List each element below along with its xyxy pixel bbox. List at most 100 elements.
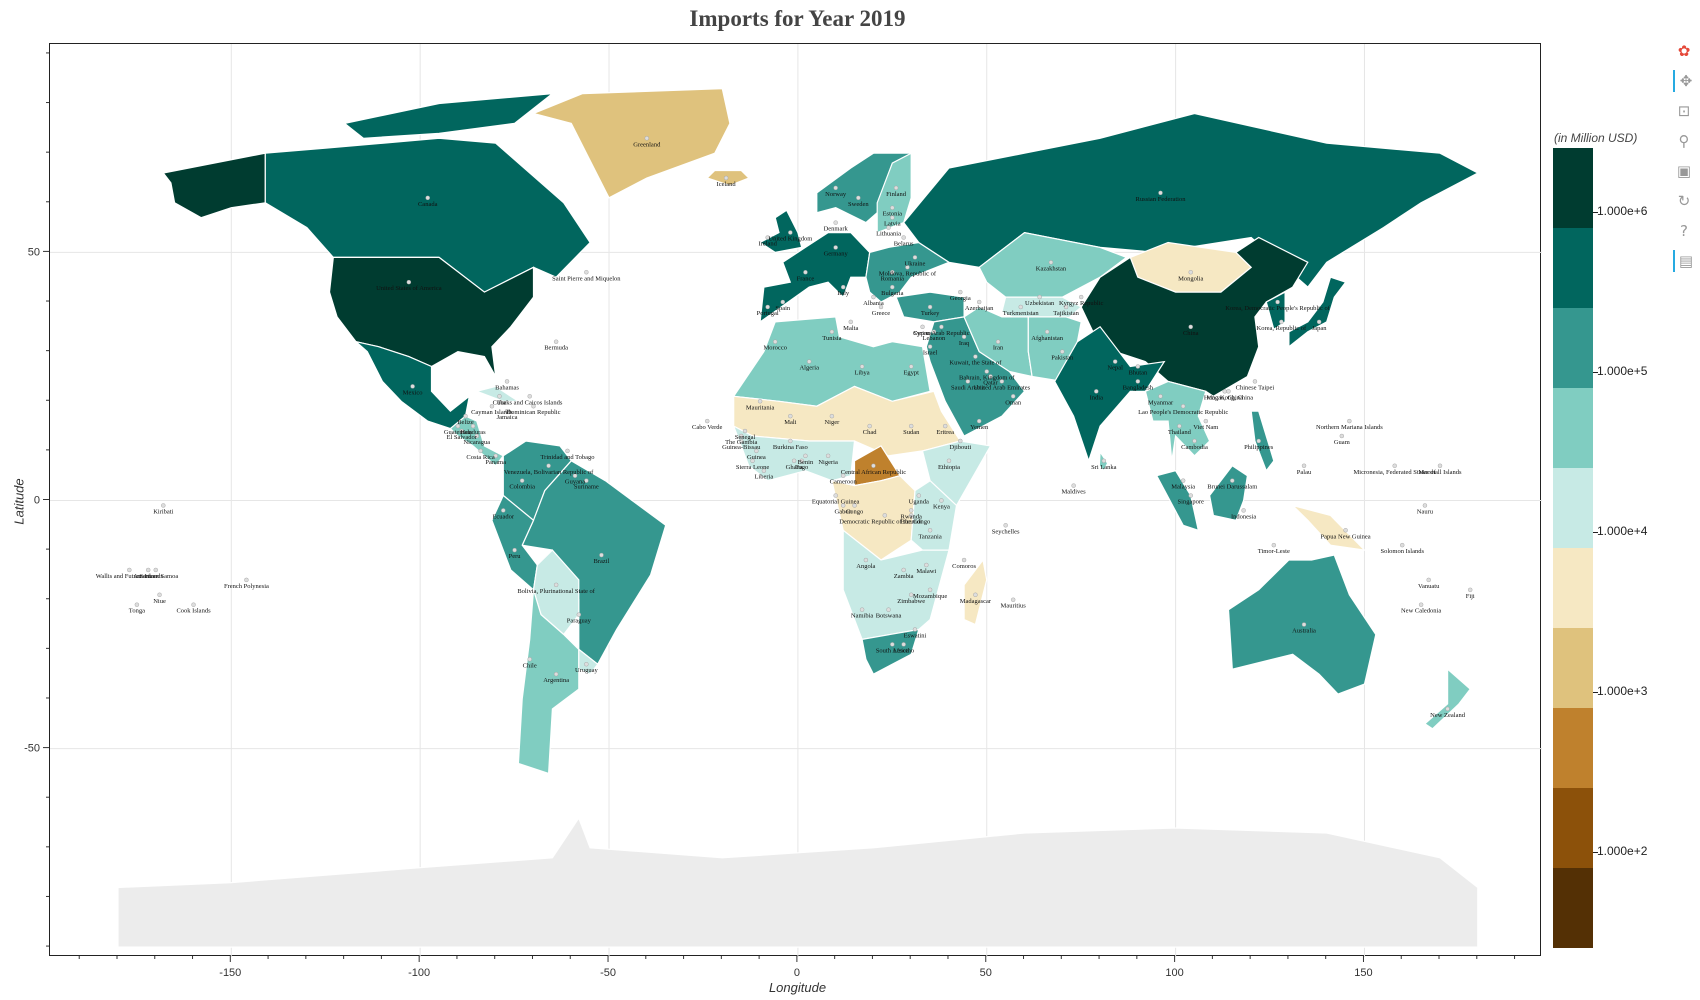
country-dot[interactable] xyxy=(1037,294,1042,300)
country-dot[interactable] xyxy=(553,582,559,588)
country-dot[interactable] xyxy=(1177,423,1182,429)
country-dot[interactable] xyxy=(863,557,869,563)
country-dot[interactable] xyxy=(1158,394,1163,399)
country-dot[interactable] xyxy=(1279,319,1284,325)
country-dot[interactable] xyxy=(999,379,1005,384)
country-dot[interactable] xyxy=(927,344,933,349)
box-zoom-icon[interactable]: ⊡ xyxy=(1677,102,1691,120)
country-dot[interactable] xyxy=(807,359,812,364)
country-dot[interactable] xyxy=(973,592,978,597)
country-dot[interactable] xyxy=(841,503,846,508)
help-icon[interactable]: ? xyxy=(1680,222,1688,240)
country-dot[interactable] xyxy=(780,299,785,305)
country-dot[interactable] xyxy=(1044,329,1050,334)
country-dot[interactable] xyxy=(1094,389,1099,394)
country-dot[interactable] xyxy=(1180,478,1186,483)
country-dot[interactable] xyxy=(1301,622,1307,627)
country-dot[interactable] xyxy=(1256,438,1261,444)
country-dot[interactable] xyxy=(943,423,948,429)
country-dot[interactable] xyxy=(1192,438,1197,444)
country-dot[interactable] xyxy=(153,567,158,573)
country-dot[interactable] xyxy=(909,513,914,518)
country-dot[interactable] xyxy=(705,418,710,424)
country-dot[interactable] xyxy=(1316,319,1322,325)
country-dot[interactable] xyxy=(546,463,551,468)
country-dot[interactable] xyxy=(161,503,166,508)
country-dot[interactable] xyxy=(739,433,744,439)
country-dot[interactable] xyxy=(1078,294,1084,300)
country-dot[interactable] xyxy=(501,508,506,513)
country-dot[interactable] xyxy=(1400,542,1405,548)
country-dot[interactable] xyxy=(742,428,748,434)
country-dot[interactable] xyxy=(1188,493,1193,498)
country-dot[interactable] xyxy=(1048,260,1054,265)
country-dot[interactable] xyxy=(833,220,838,225)
country-dot[interactable] xyxy=(1252,379,1258,384)
country-dot[interactable] xyxy=(157,592,162,597)
country-dot[interactable] xyxy=(244,577,249,583)
country-dot[interactable] xyxy=(723,175,729,181)
country-dot[interactable] xyxy=(1301,463,1307,468)
country-dot[interactable] xyxy=(504,408,510,414)
country-dot[interactable] xyxy=(478,448,483,454)
country-dot[interactable] xyxy=(799,458,804,464)
country-dot[interactable] xyxy=(976,418,982,424)
country-dot[interactable] xyxy=(750,458,755,464)
country-dot[interactable] xyxy=(890,642,895,647)
reset-icon[interactable]: ↻ xyxy=(1677,192,1691,210)
country-dot[interactable] xyxy=(572,473,578,478)
country-dot[interactable] xyxy=(489,404,495,409)
save-icon[interactable]: ▣ xyxy=(1676,162,1692,180)
country-dot[interactable] xyxy=(584,478,589,483)
country-dot[interactable] xyxy=(927,587,933,593)
country-dot[interactable] xyxy=(519,478,525,483)
country-dot[interactable] xyxy=(565,448,570,454)
wheel-zoom-icon[interactable]: ⚲ xyxy=(1678,132,1690,150)
country-dot[interactable] xyxy=(459,428,464,434)
country-dot[interactable] xyxy=(958,438,963,444)
country-dot[interactable] xyxy=(912,255,918,260)
country-dot[interactable] xyxy=(1188,324,1193,330)
country-dot[interactable] xyxy=(1275,299,1280,305)
country-dot[interactable] xyxy=(939,324,944,330)
country-dot[interactable] xyxy=(961,334,967,339)
country-dot[interactable] xyxy=(576,612,582,617)
country-dot[interactable] xyxy=(455,423,461,429)
country-dot[interactable] xyxy=(1426,577,1431,583)
country-dot[interactable] xyxy=(527,657,532,662)
country-dot[interactable] xyxy=(984,369,989,374)
country-dot[interactable] xyxy=(1010,394,1016,399)
country-dot[interactable] xyxy=(890,205,895,210)
country-dot[interactable] xyxy=(920,324,925,330)
country-dot[interactable] xyxy=(1018,304,1023,310)
hover-icon[interactable]: ▤ xyxy=(1673,250,1697,272)
country-dot[interactable] xyxy=(916,493,921,498)
country-dot[interactable] xyxy=(856,195,861,201)
country-dot[interactable] xyxy=(584,662,589,667)
country-dot[interactable] xyxy=(890,284,895,290)
country-dot[interactable] xyxy=(754,448,759,454)
country-dot[interactable] xyxy=(1063,304,1069,310)
country-dot[interactable] xyxy=(976,299,982,305)
country-dot[interactable] xyxy=(803,453,808,459)
country-dot[interactable] xyxy=(1392,463,1397,468)
country-dot[interactable] xyxy=(901,235,906,240)
country-dot[interactable] xyxy=(788,438,793,444)
country-dot[interactable] xyxy=(1188,270,1193,275)
country-dot[interactable] xyxy=(773,339,778,344)
country-dot[interactable] xyxy=(825,453,831,459)
country-dot[interactable] xyxy=(493,453,498,459)
country-dot[interactable] xyxy=(765,304,770,310)
country-dot[interactable] xyxy=(1158,190,1163,196)
country-dot[interactable] xyxy=(909,508,914,513)
country-dot[interactable] xyxy=(1230,478,1235,483)
country-dot[interactable] xyxy=(1437,463,1443,468)
country-dot[interactable] xyxy=(474,433,480,439)
country-dot[interactable] xyxy=(497,394,502,399)
country-dot[interactable] xyxy=(931,329,937,334)
country-dot[interactable] xyxy=(901,567,906,573)
country-dot[interactable] xyxy=(871,463,876,468)
country-dot[interactable] xyxy=(1343,528,1348,533)
map-plot-area[interactable]: Greenland Iceland Canada United States of A… xyxy=(49,43,1542,957)
country-dot[interactable] xyxy=(901,642,906,647)
